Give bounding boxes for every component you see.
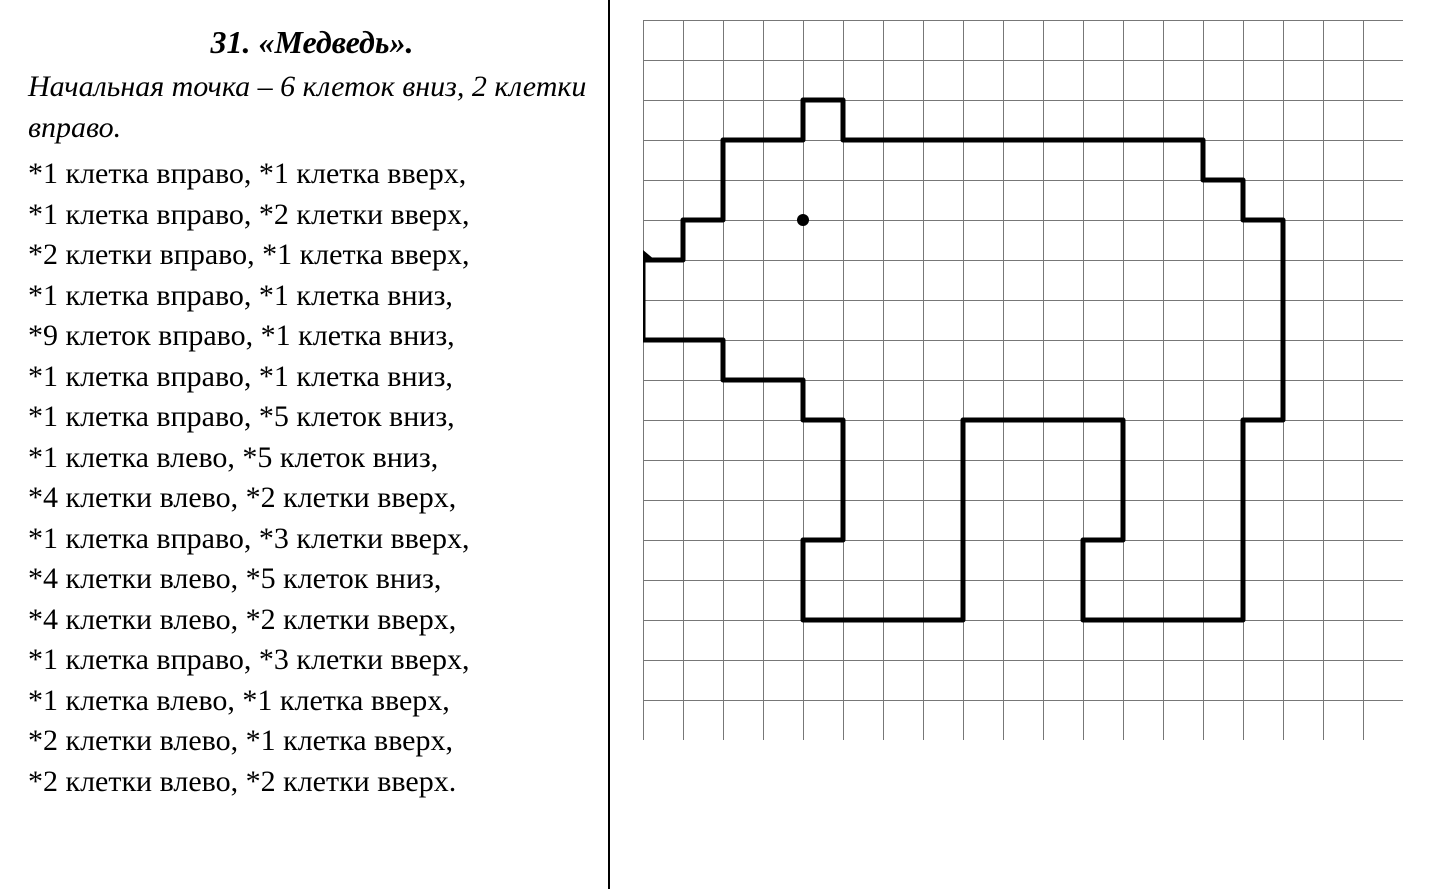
steps-list: *1 клетка вправо, *1 клетка вверх,*1 кле… bbox=[28, 154, 596, 802]
grid-panel bbox=[610, 0, 1436, 889]
page: 31. «Медведь». Начальная точка – 6 клето… bbox=[0, 0, 1436, 889]
start-point-text: Начальная точка – 6 клеток вниз, 2 клетк… bbox=[28, 67, 596, 148]
step-line: *2 клетки влево, *2 клетки вверх. bbox=[28, 762, 596, 803]
instructions-panel: 31. «Медведь». Начальная точка – 6 клето… bbox=[0, 0, 610, 889]
step-line: *1 клетка влево, *5 клеток вниз, bbox=[28, 438, 596, 479]
step-line: *9 клеток вправо, *1 клетка вниз, bbox=[28, 316, 596, 357]
step-line: *1 клетка вправо, *2 клетки вверх, bbox=[28, 195, 596, 236]
step-line: *1 клетка влево, *1 клетка вверх, bbox=[28, 681, 596, 722]
step-line: *2 клетки влево, *1 клетка вверх, bbox=[28, 721, 596, 762]
step-line: *1 клетка вправо, *1 клетка вниз, bbox=[28, 276, 596, 317]
step-line: *4 клетки влево, *2 клетки вверх, bbox=[28, 478, 596, 519]
step-line: *1 клетка вправо, *1 клетка вниз, bbox=[28, 357, 596, 398]
step-line: *1 клетка вправо, *5 клеток вниз, bbox=[28, 397, 596, 438]
step-line: *4 клетки влево, *2 клетки вверх, bbox=[28, 600, 596, 641]
step-line: *2 клетки вправо, *1 клетка вверх, bbox=[28, 235, 596, 276]
step-line: *1 клетка вправо, *1 клетка вверх, bbox=[28, 154, 596, 195]
step-line: *1 клетка вправо, *3 клетки вверх, bbox=[28, 640, 596, 681]
step-line: *1 клетка вправо, *3 клетки вверх, bbox=[28, 519, 596, 560]
step-line: *4 клетки влево, *5 клеток вниз, bbox=[28, 559, 596, 600]
exercise-title: 31. «Медведь». bbox=[28, 24, 596, 61]
grid-drawing bbox=[643, 20, 1403, 740]
